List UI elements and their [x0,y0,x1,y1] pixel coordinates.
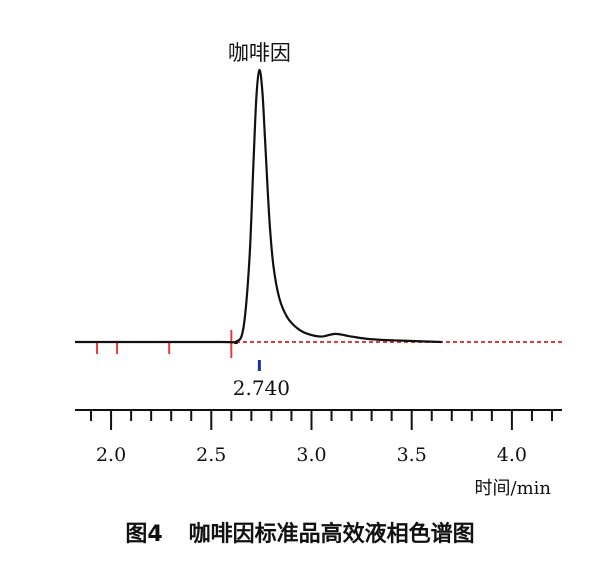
x-axis-title: 时间/min [475,478,552,499]
figure-number: 图4 [125,522,163,547]
x-tick-label: 2.0 [96,444,126,466]
x-tick-label: 3.5 [397,444,427,466]
x-tick-label: 2.5 [196,444,226,466]
chromatogram-trace [74,68,442,345]
x-axis: 2.0 2.5 3.0 3.5 4.0 [75,409,562,466]
figure-title: 咖啡因标准品高效液相色谱图 [188,522,475,547]
x-tick-label: 3.0 [296,444,326,466]
figure-caption: 图4 咖啡因标准品高效液相色谱图 [0,516,600,548]
peak-name-label: 咖啡因 [228,41,291,65]
integration-events-layer [96,330,233,358]
retention-time-label: 2.740 [233,376,290,400]
x-tick-label: 4.0 [497,444,527,466]
